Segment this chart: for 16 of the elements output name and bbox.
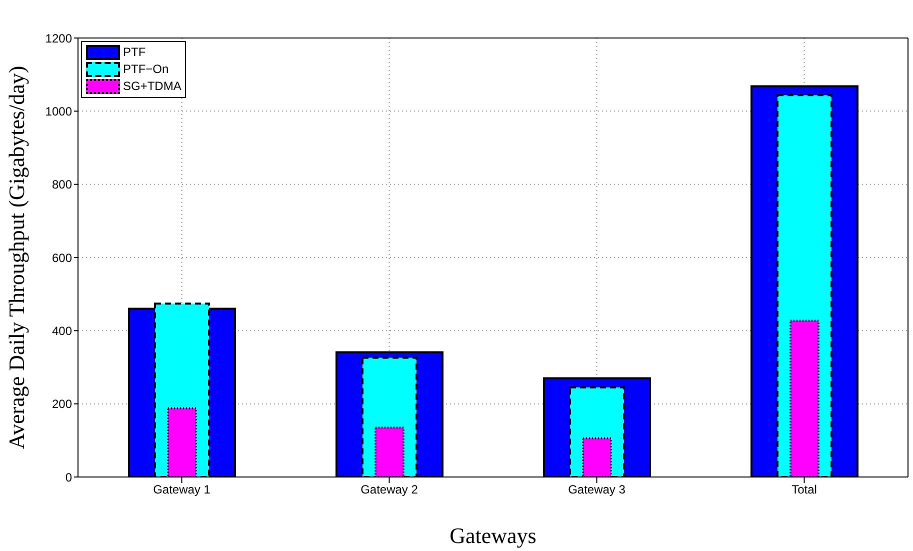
legend-label: SG+TDMA xyxy=(123,78,182,95)
legend-label: PTF xyxy=(123,44,146,61)
y-tick-label: 600 xyxy=(52,250,72,265)
y-tick-label: 0 xyxy=(65,470,72,484)
y-axis-title: Average Daily Throughput (Gigabytes/day) xyxy=(4,66,29,450)
x-tick-label: Total xyxy=(792,482,817,497)
y-tick-label: 400 xyxy=(52,324,72,338)
x-tick-label: Gateway 1 xyxy=(153,482,211,497)
legend-label: PTF−On xyxy=(123,61,169,78)
x-axis-title: Gateways xyxy=(450,523,536,548)
y-tick-label: 1000 xyxy=(45,104,72,118)
x-tick-label: Gateway 2 xyxy=(360,482,418,497)
y-tick-label: 800 xyxy=(52,178,72,192)
y-tick-label: 200 xyxy=(52,397,72,412)
y-tick-label: 1200 xyxy=(45,31,72,46)
x-tick-label: Gateway 3 xyxy=(568,482,626,497)
